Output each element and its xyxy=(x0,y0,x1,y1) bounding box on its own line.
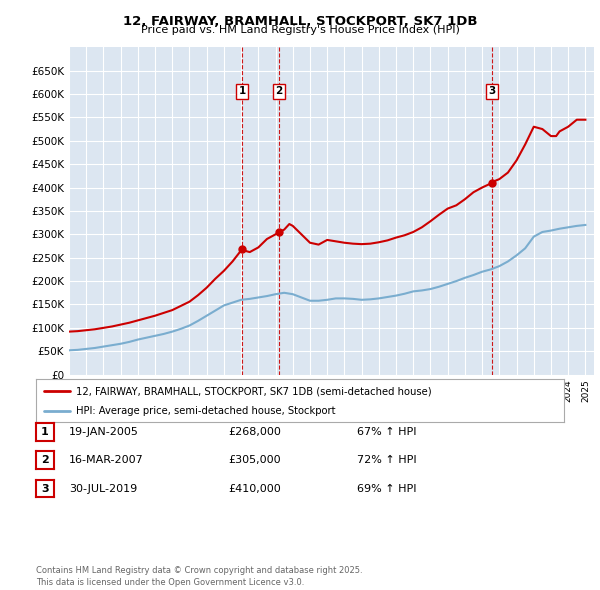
Text: 1: 1 xyxy=(238,86,245,96)
Text: 16-MAR-2007: 16-MAR-2007 xyxy=(69,455,144,465)
Text: HPI: Average price, semi-detached house, Stockport: HPI: Average price, semi-detached house,… xyxy=(76,407,335,416)
Text: Price paid vs. HM Land Registry's House Price Index (HPI): Price paid vs. HM Land Registry's House … xyxy=(140,25,460,35)
Text: 12, FAIRWAY, BRAMHALL, STOCKPORT, SK7 1DB (semi-detached house): 12, FAIRWAY, BRAMHALL, STOCKPORT, SK7 1D… xyxy=(76,386,431,396)
Text: Contains HM Land Registry data © Crown copyright and database right 2025.
This d: Contains HM Land Registry data © Crown c… xyxy=(36,566,362,587)
Text: 3: 3 xyxy=(41,484,49,493)
Text: 30-JUL-2019: 30-JUL-2019 xyxy=(69,484,137,493)
Text: 69% ↑ HPI: 69% ↑ HPI xyxy=(357,484,416,493)
Text: 19-JAN-2005: 19-JAN-2005 xyxy=(69,427,139,437)
Text: 72% ↑ HPI: 72% ↑ HPI xyxy=(357,455,416,465)
Text: 67% ↑ HPI: 67% ↑ HPI xyxy=(357,427,416,437)
Text: £410,000: £410,000 xyxy=(228,484,281,493)
Text: £268,000: £268,000 xyxy=(228,427,281,437)
Text: 1: 1 xyxy=(41,427,49,437)
Text: 3: 3 xyxy=(488,86,496,96)
Text: 2: 2 xyxy=(275,86,283,96)
Text: 2: 2 xyxy=(41,455,49,465)
Text: £305,000: £305,000 xyxy=(228,455,281,465)
Text: 12, FAIRWAY, BRAMHALL, STOCKPORT, SK7 1DB: 12, FAIRWAY, BRAMHALL, STOCKPORT, SK7 1D… xyxy=(123,15,477,28)
